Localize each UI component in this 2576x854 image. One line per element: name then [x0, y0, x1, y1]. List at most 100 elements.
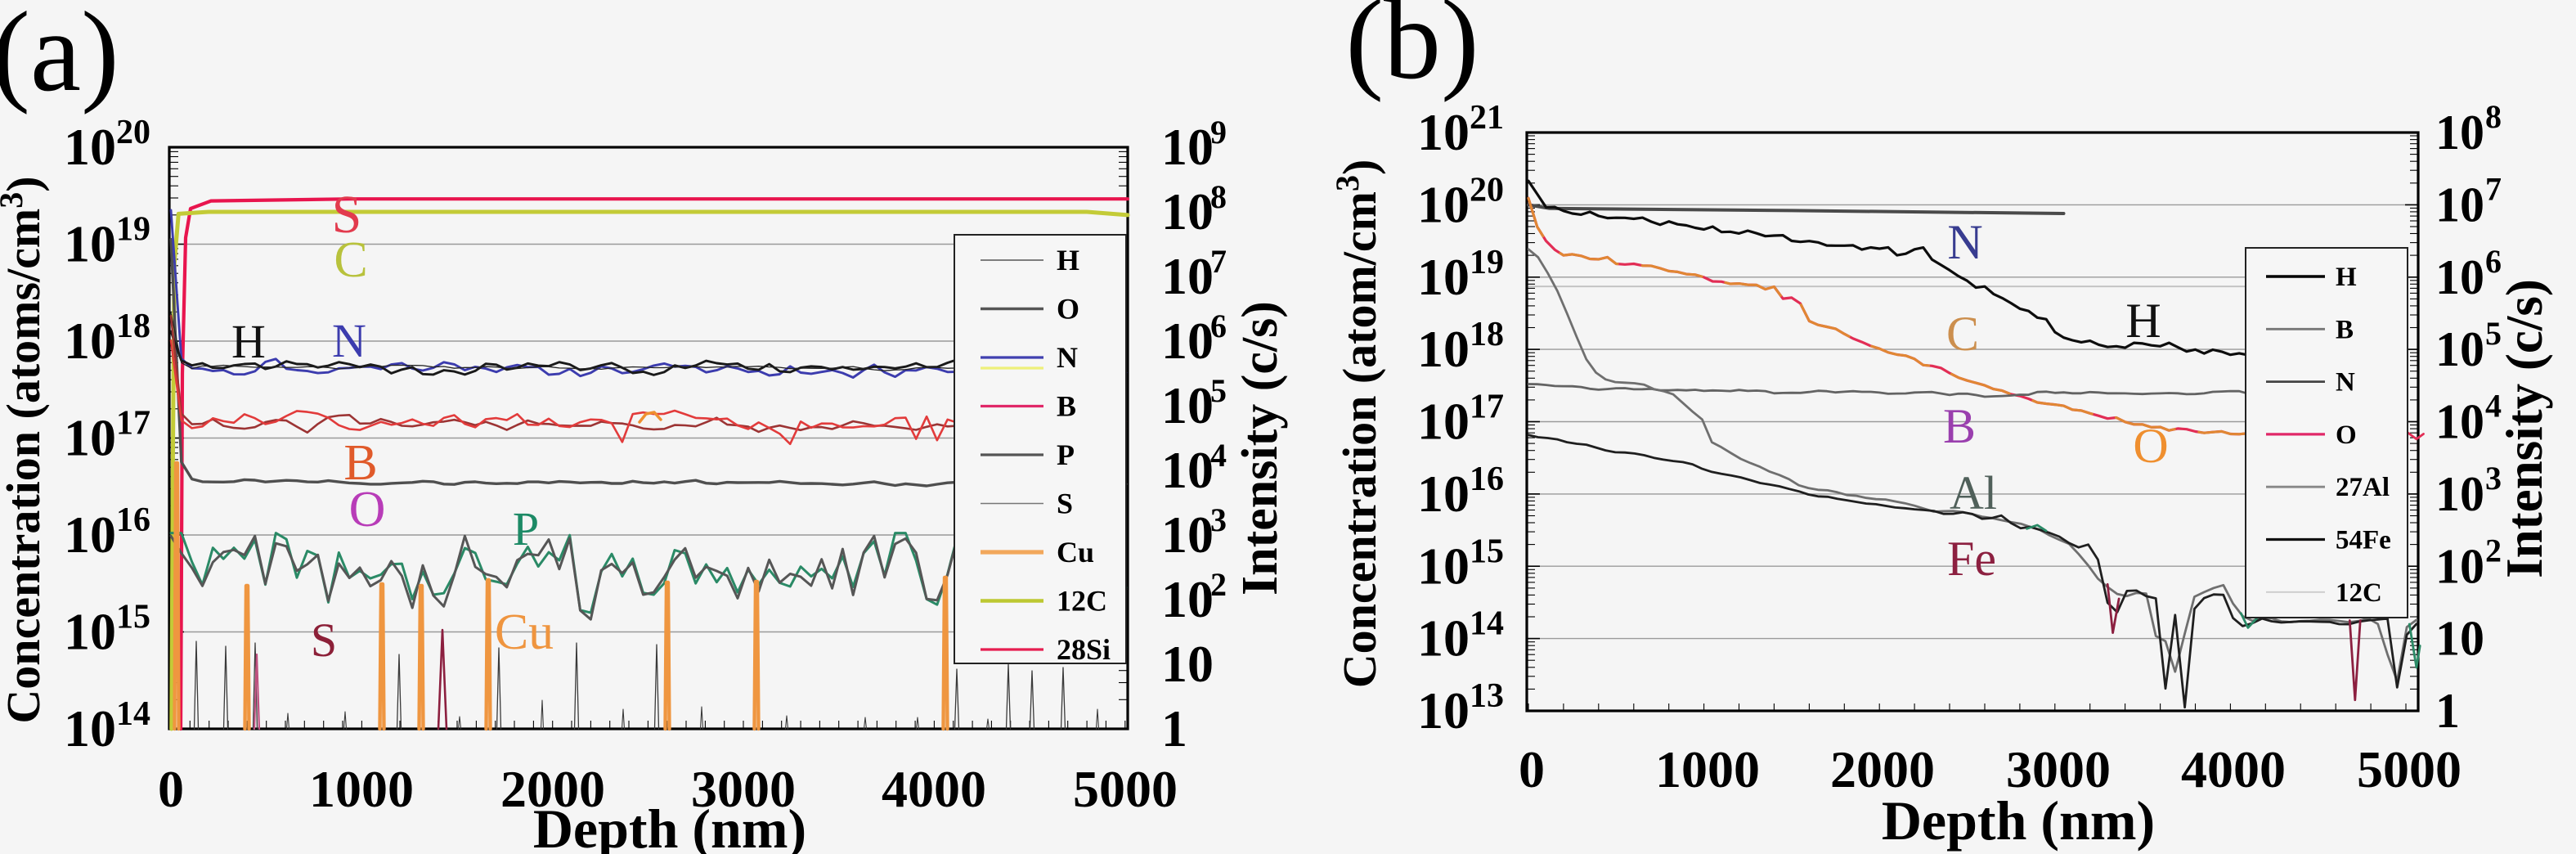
svg-text:18: 18	[116, 308, 150, 345]
svg-text:Depth (nm): Depth (nm)	[533, 798, 806, 854]
svg-text:H: H	[231, 315, 266, 368]
svg-text:19: 19	[1470, 244, 1504, 281]
svg-text:Al: Al	[1950, 466, 1997, 519]
svg-text:12C: 12C	[1057, 585, 1107, 618]
svg-text:10: 10	[1417, 393, 1470, 451]
svg-text:Fe: Fe	[1947, 532, 1996, 586]
svg-text:10: 10	[64, 699, 116, 757]
svg-text:N: N	[2336, 368, 2355, 398]
svg-text:4: 4	[2485, 388, 2502, 425]
svg-text:O: O	[1057, 293, 1079, 326]
svg-text:10: 10	[64, 603, 116, 661]
svg-text:Depth (nm): Depth (nm)	[1882, 789, 2155, 852]
svg-text:1000: 1000	[309, 760, 414, 818]
svg-text:5: 5	[1210, 372, 1227, 409]
svg-text:N: N	[1057, 341, 1078, 374]
svg-text:N: N	[1947, 215, 1982, 269]
svg-text:0: 0	[1519, 740, 1545, 798]
svg-text:P: P	[1057, 438, 1075, 471]
svg-text:10: 10	[1161, 247, 1214, 305]
svg-text:10: 10	[1417, 103, 1470, 161]
svg-text:16: 16	[116, 501, 150, 539]
svg-text:17: 17	[116, 405, 150, 443]
svg-text:1000: 1000	[1655, 740, 1760, 798]
svg-text:O: O	[349, 482, 386, 537]
svg-text:10: 10	[2435, 322, 2484, 376]
svg-text:10: 10	[64, 312, 116, 370]
svg-text:15: 15	[1470, 533, 1504, 570]
svg-text:2000: 2000	[1830, 740, 1935, 798]
svg-text:17: 17	[1470, 389, 1504, 426]
svg-text:10: 10	[1161, 635, 1214, 693]
svg-text:9: 9	[1210, 114, 1227, 151]
svg-text:6: 6	[1210, 308, 1227, 344]
svg-text:C: C	[1946, 307, 1979, 361]
svg-text:O: O	[2336, 420, 2357, 450]
svg-text:S: S	[332, 185, 362, 245]
svg-text:10: 10	[2435, 106, 2484, 160]
svg-text:Cu: Cu	[495, 605, 554, 660]
svg-text:1: 1	[1161, 699, 1187, 757]
svg-text:2000: 2000	[500, 760, 605, 818]
svg-text:(b): (b)	[1345, 0, 1479, 103]
svg-text:5: 5	[2485, 315, 2502, 352]
svg-text:1: 1	[2435, 684, 2460, 738]
svg-text:3: 3	[2485, 460, 2502, 497]
svg-text:20: 20	[1470, 171, 1504, 209]
svg-text:(a): (a)	[0, 0, 119, 115]
svg-text:3000: 3000	[2006, 740, 2111, 798]
svg-text:10: 10	[1417, 537, 1470, 595]
svg-text:10: 10	[2435, 395, 2484, 449]
svg-text:B: B	[2336, 315, 2354, 344]
svg-text:10: 10	[2435, 467, 2484, 521]
svg-text:Concentration (atom/cm3): Concentration (atom/cm3)	[1329, 160, 1386, 689]
svg-text:5000: 5000	[1073, 760, 1178, 818]
svg-text:7: 7	[1210, 243, 1227, 280]
svg-text:10: 10	[2435, 612, 2484, 666]
svg-text:15: 15	[116, 599, 150, 636]
svg-text:Intensity (c/s): Intensity (c/s)	[1232, 301, 1288, 596]
svg-text:P: P	[513, 502, 539, 555]
svg-text:O: O	[2133, 419, 2168, 473]
svg-text:10: 10	[2435, 250, 2484, 304]
svg-text:Cu: Cu	[1057, 536, 1094, 569]
svg-text:B: B	[343, 435, 377, 491]
svg-text:13: 13	[1470, 677, 1504, 715]
svg-text:10: 10	[1161, 441, 1214, 499]
svg-text:10: 10	[1417, 681, 1470, 739]
svg-text:28Si: 28Si	[1057, 633, 1111, 666]
svg-text:10: 10	[1161, 506, 1214, 564]
svg-text:2: 2	[2485, 532, 2502, 569]
svg-text:10: 10	[2435, 178, 2484, 231]
svg-text:8: 8	[2485, 98, 2502, 135]
svg-text:27Al: 27Al	[2336, 473, 2390, 502]
svg-text:B: B	[1943, 399, 1976, 453]
svg-text:21: 21	[1470, 99, 1504, 137]
svg-text:6: 6	[2485, 243, 2502, 280]
svg-text:10: 10	[1161, 182, 1214, 240]
svg-text:Intensity (c/s): Intensity (c/s)	[2496, 279, 2553, 578]
svg-text:18: 18	[1470, 316, 1504, 353]
svg-text:H: H	[2336, 263, 2357, 292]
svg-text:4000: 4000	[2181, 740, 2286, 798]
svg-text:14: 14	[116, 695, 150, 733]
svg-text:14: 14	[1470, 605, 1504, 643]
svg-text:10: 10	[64, 118, 116, 176]
svg-text:10: 10	[1417, 175, 1470, 233]
svg-text:8: 8	[1210, 178, 1227, 215]
svg-text:10: 10	[1161, 118, 1214, 176]
svg-text:0: 0	[158, 760, 184, 818]
svg-text:H: H	[1057, 244, 1079, 276]
svg-text:19: 19	[116, 211, 150, 249]
svg-text:10: 10	[1417, 465, 1470, 523]
svg-text:10: 10	[1161, 312, 1214, 370]
svg-text:12C: 12C	[2336, 578, 2382, 608]
svg-text:10: 10	[64, 506, 116, 564]
svg-text:10: 10	[1417, 320, 1470, 378]
svg-text:3: 3	[1210, 501, 1227, 538]
svg-text:16: 16	[1470, 461, 1504, 498]
svg-text:S: S	[1057, 488, 1073, 520]
svg-text:H: H	[2125, 294, 2161, 348]
svg-text:54Fe: 54Fe	[2336, 526, 2391, 555]
svg-text:5000: 5000	[2357, 740, 2462, 798]
